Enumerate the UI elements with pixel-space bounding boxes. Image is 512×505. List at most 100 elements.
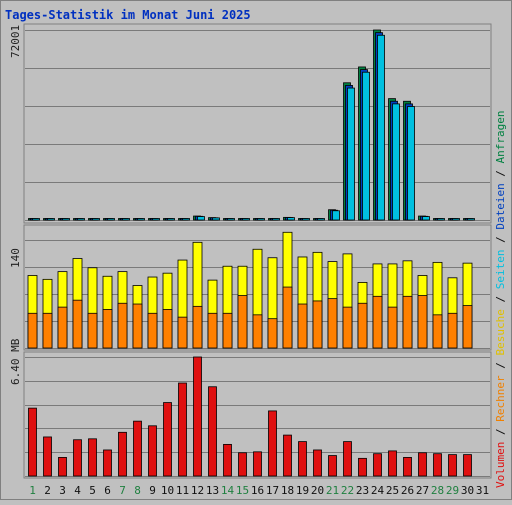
bar-rechner-day-9 xyxy=(147,312,158,349)
bar-seiten-day-16 xyxy=(257,218,265,221)
legend-entry: Volumen xyxy=(494,442,507,488)
chart-legend: Volumen / Rechner / Besuche / Seiten / D… xyxy=(494,110,507,488)
bar-volumen-day-27 xyxy=(418,452,427,477)
bar-seiten-day-29 xyxy=(452,218,460,221)
bar-volumen-day-14 xyxy=(223,443,232,477)
bar-seiten-day-23 xyxy=(362,71,370,221)
bar-volumen-day-20 xyxy=(313,449,322,477)
legend-entry: / xyxy=(494,356,507,376)
bar-volumen-day-21 xyxy=(328,455,337,477)
x-tick-label: 16 xyxy=(251,484,264,497)
bar-volumen-day-26 xyxy=(403,457,412,477)
bar-rechner-day-27 xyxy=(417,295,428,349)
bar-seiten-day-20 xyxy=(317,218,325,221)
bar-seiten-day-22 xyxy=(347,87,355,221)
x-tick-label: 12 xyxy=(191,484,204,497)
bar-volumen-day-13 xyxy=(208,386,217,477)
x-tick-label: 7 xyxy=(119,484,126,497)
bar-volumen-day-24 xyxy=(373,453,382,477)
chart-title: Tages-Statistik im Monat Juni 2025 xyxy=(5,8,251,22)
bar-volumen-day-30 xyxy=(463,454,472,477)
bar-volumen-day-11 xyxy=(178,382,187,477)
bar-seiten-day-18 xyxy=(287,217,295,221)
bar-rechner-day-13 xyxy=(207,312,218,349)
bar-volumen-day-15 xyxy=(238,452,247,477)
bar-seiten-day-1 xyxy=(32,218,40,221)
panel-0: 72001 xyxy=(9,23,492,224)
bar-volumen-day-4 xyxy=(73,439,82,477)
x-tick-label: 13 xyxy=(206,484,219,497)
legend-entry: Besuche xyxy=(494,309,507,355)
legend-entry: Seiten xyxy=(494,250,507,290)
x-tick-label: 8 xyxy=(134,484,141,497)
bar-seiten-day-19 xyxy=(302,218,310,221)
bar-seiten-day-2 xyxy=(47,218,55,221)
legend-entry: / xyxy=(494,422,507,442)
bar-rechner-day-19 xyxy=(297,303,308,349)
bar-seiten-day-4 xyxy=(77,218,85,221)
x-tick-label: 21 xyxy=(326,484,339,497)
x-tick-label: 14 xyxy=(221,484,235,497)
bar-volumen-day-17 xyxy=(268,410,277,477)
bar-volumen-day-1 xyxy=(28,407,37,477)
bar-seiten-day-13 xyxy=(212,217,220,221)
bar-seiten-day-9 xyxy=(152,218,160,221)
bar-seiten-day-17 xyxy=(272,218,280,221)
y-axis-max-label: 72001 xyxy=(9,25,22,58)
bar-seiten-day-25 xyxy=(392,103,400,221)
x-tick-label: 24 xyxy=(371,484,385,497)
x-tick-label: 9 xyxy=(149,484,156,497)
bar-rechner-day-26 xyxy=(402,295,413,349)
bar-rechner-day-21 xyxy=(327,298,338,349)
bar-volumen-day-6 xyxy=(103,449,112,477)
bar-rechner-day-30 xyxy=(462,305,473,349)
bar-volumen-day-8 xyxy=(133,420,142,477)
bar-rechner-day-8 xyxy=(132,303,143,349)
bar-rechner-day-25 xyxy=(387,306,398,349)
x-tick-label: 11 xyxy=(176,484,189,497)
bar-rechner-day-10 xyxy=(162,309,173,349)
bar-volumen-day-28 xyxy=(433,453,442,477)
legend-entry: Anfragen xyxy=(494,110,507,163)
x-tick-label: 20 xyxy=(311,484,324,497)
bar-rechner-day-6 xyxy=(102,309,113,349)
bar-seiten-day-11 xyxy=(182,218,190,221)
bar-seiten-day-8 xyxy=(137,218,145,221)
bar-volumen-day-25 xyxy=(388,450,397,477)
y-axis-max-label: 6.40 MB xyxy=(9,338,22,385)
legend-entry: Rechner xyxy=(494,375,507,422)
bar-rechner-day-12 xyxy=(192,305,203,349)
bar-seiten-day-6 xyxy=(107,218,115,221)
bar-seiten-day-3 xyxy=(62,218,70,221)
bar-rechner-day-28 xyxy=(432,314,443,349)
bar-volumen-day-19 xyxy=(298,441,307,477)
x-tick-label: 28 xyxy=(431,484,444,497)
x-tick-label: 18 xyxy=(281,484,294,497)
bar-rechner-day-16 xyxy=(252,314,263,349)
bar-rechner-day-7 xyxy=(117,302,128,349)
x-tick-label: 1 xyxy=(29,484,36,497)
x-tick-label: 15 xyxy=(236,484,249,497)
legend-entry: / xyxy=(494,230,507,250)
x-tick-label: 22 xyxy=(341,484,354,497)
x-tick-label: 17 xyxy=(266,484,279,497)
bar-volumen-day-5 xyxy=(88,438,97,477)
bar-rechner-day-11 xyxy=(177,316,188,349)
bar-volumen-day-23 xyxy=(358,457,367,477)
x-tick-label: 29 xyxy=(446,484,459,497)
x-tick-label: 19 xyxy=(296,484,309,497)
x-axis-labels: 1 2 3 4 5 6 7 8 9 10 11 12 13 14 15 16 17 18 19 20 21 22 23 24 2… xyxy=(29,484,489,497)
bar-volumen-day-18 xyxy=(283,434,292,477)
bar-rechner-day-24 xyxy=(372,295,383,349)
legend-entry: Dateien xyxy=(494,183,507,229)
x-tick-label: 2 xyxy=(44,484,51,497)
x-tick-label: 5 xyxy=(89,484,96,497)
bar-volumen-day-22 xyxy=(343,441,352,477)
chart-panels: 72001 140 6.40 MB xyxy=(9,23,492,479)
bar-seiten-day-12 xyxy=(197,216,205,221)
x-tick-label: 4 xyxy=(74,484,81,497)
bar-volumen-day-10 xyxy=(163,402,172,477)
bar-rechner-day-5 xyxy=(87,312,98,349)
